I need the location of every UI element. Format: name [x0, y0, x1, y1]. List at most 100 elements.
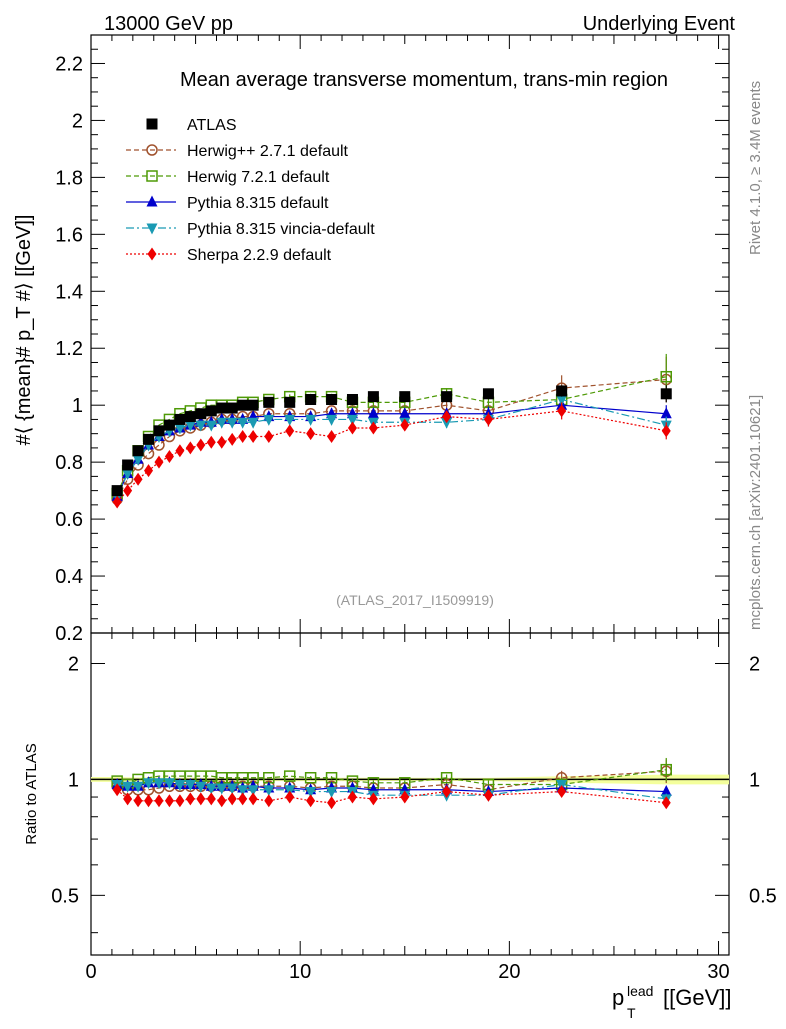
main-y-tick-label: 1.6 [55, 224, 83, 246]
ratio-point [347, 790, 357, 804]
data-point [144, 464, 154, 478]
main-y-tick-label: 0.6 [55, 509, 83, 531]
ratio-point [660, 785, 672, 797]
ratio-point [122, 781, 134, 793]
data-point [263, 414, 275, 426]
plot-title: Mean average transverse momentum, trans-… [180, 69, 668, 91]
data-point [195, 420, 207, 432]
data-point [556, 394, 568, 406]
data-point [237, 417, 249, 429]
legend-marker [146, 118, 158, 130]
data-point [661, 424, 671, 438]
ratio-point [164, 794, 174, 808]
data-point [153, 425, 165, 437]
analysis-category: Underlying Event [583, 13, 736, 35]
data-point [196, 438, 206, 452]
ratio-point [238, 792, 248, 806]
ratio-point [184, 780, 196, 792]
data-point [306, 427, 316, 441]
ratio-point [327, 796, 337, 810]
legend-label: Sherpa 2.2.9 default [187, 247, 332, 264]
analysis-watermark: (ATLAS_2017_I1509919) [336, 592, 494, 608]
ratio-point [283, 770, 296, 782]
series-line [116, 378, 667, 500]
data-point [305, 393, 317, 405]
data-point [185, 441, 195, 455]
legend-marker [147, 247, 157, 261]
main-axis-ticks: 0.2 0.4 0.6 0.8 1 1.2 1.4 1.6 1.8 2 2.2 [55, 34, 729, 645]
legend: ATLAS Herwig++ 2.7.1 default Herwig 7.2.1 … [126, 117, 375, 264]
legend-entry: Pythia 8.315 default [126, 195, 329, 212]
x-axis-label-sub: T [627, 1005, 636, 1021]
ratio-point [185, 792, 195, 806]
ratio-point [285, 790, 295, 804]
ratio-point [112, 783, 122, 797]
ratio-point [305, 787, 317, 799]
legend-marker [146, 170, 158, 182]
ratio-point [205, 783, 217, 795]
ratio-point [175, 794, 185, 808]
legend-entry: Herwig++ 2.7.1 default [126, 143, 349, 160]
ratio-y-tick-label: 2 [68, 653, 79, 675]
data-point [184, 411, 196, 423]
data-point [122, 469, 134, 481]
data-point [367, 407, 379, 419]
main-y-tick-label: 1.8 [55, 167, 83, 189]
data-point [482, 388, 494, 400]
data-point [367, 391, 379, 403]
main-y-tick-label: 2.2 [55, 53, 83, 75]
ratio-point [557, 785, 567, 799]
legend-label: Herwig++ 2.7.1 default [187, 143, 349, 160]
ratio-point [661, 796, 671, 810]
data-point [174, 423, 186, 435]
data-point [284, 414, 296, 426]
ratio-point [660, 763, 672, 776]
data-point [247, 399, 259, 411]
data-point [660, 370, 672, 383]
data-point [205, 405, 217, 417]
data-point [284, 396, 296, 408]
legend-entry: Pythia 8.315 vincia-default [126, 221, 375, 238]
data-point [346, 393, 358, 405]
ratio-data-layer [111, 757, 672, 810]
data-point [556, 385, 568, 397]
data-point [238, 430, 248, 444]
legend-label: ATLAS [187, 117, 237, 134]
data-point [217, 435, 227, 449]
legend-marker [146, 223, 158, 235]
main-y-tick-label: 1.2 [55, 338, 83, 360]
x-tick-label: 10 [289, 961, 311, 983]
x-tick-label: 0 [85, 961, 96, 983]
ratio-y-tick-label-right: 2 [749, 653, 760, 675]
ratio-point [227, 792, 237, 806]
data-point [264, 430, 274, 444]
ratio-point [440, 772, 453, 784]
data-point [326, 393, 338, 405]
data-point [111, 485, 123, 497]
x-tick-label: 30 [707, 961, 729, 983]
ratio-point [196, 792, 206, 806]
data-point [226, 417, 238, 429]
legend-entry: Sherpa 2.2.9 default [126, 247, 332, 264]
data-point [247, 417, 259, 429]
data-point [326, 414, 338, 426]
data-point [441, 417, 453, 429]
ratio-point [368, 792, 378, 806]
data-point [112, 495, 122, 509]
data-point [263, 396, 275, 408]
data-point [132, 454, 144, 466]
main-y-tick-label: 1 [72, 395, 83, 417]
ratio-point [247, 785, 259, 797]
ratio-point [400, 790, 410, 804]
ratio-point [237, 785, 249, 797]
ratio-y-tick-label-right: 1 [749, 769, 760, 791]
data-point [195, 408, 207, 420]
main-y-tick-label: 2 [72, 110, 83, 132]
ratio-y-axis-label: Ratio to ATLAS [23, 743, 40, 844]
data-point [441, 391, 453, 403]
data-point [442, 410, 452, 424]
main-y-tick-label: 1.4 [55, 281, 83, 303]
legend-label: Pythia 8.315 vincia-default [187, 221, 375, 238]
ratio-point [326, 787, 338, 799]
